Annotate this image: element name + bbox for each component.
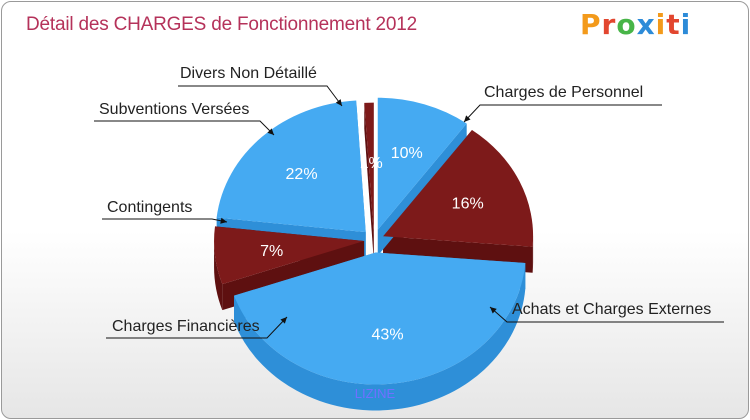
category-label: Contingents <box>107 199 192 216</box>
logo-letter: P <box>580 8 602 41</box>
leader-arrow <box>464 115 471 122</box>
percent-label: 1% <box>360 155 383 172</box>
logo-letter: r <box>601 8 617 41</box>
leader-line <box>102 218 228 223</box>
slice-cut-face <box>364 102 374 261</box>
leader-line <box>463 104 662 123</box>
category-label: Charges Financières <box>112 318 260 335</box>
percent-label: 16% <box>452 195 484 212</box>
leader-arrow <box>280 317 287 324</box>
slice-achats-et-charges-externes <box>234 252 526 385</box>
slice-charges-financi-res <box>214 226 365 285</box>
leader-arrow <box>220 217 227 224</box>
leader-arrow <box>490 307 497 314</box>
slice-side <box>214 240 223 311</box>
leader-arrow <box>335 99 342 106</box>
slice-contingents <box>216 100 366 233</box>
chart-title: Détail des CHARGES de Fonctionnement 201… <box>26 14 418 35</box>
slice-divers-non-d-taill- <box>377 97 467 230</box>
logo-letter: o <box>616 8 637 41</box>
leader-line <box>94 120 275 136</box>
logo-letter: x <box>636 8 656 41</box>
slice-charges-de-personnel <box>383 129 534 247</box>
percent-label: 7% <box>260 243 283 260</box>
leader-line <box>106 316 288 339</box>
logo-letter: t <box>666 8 681 41</box>
percent-label: 10% <box>391 145 423 162</box>
category-label: Subventions Versées <box>99 101 249 118</box>
commune-name: LIZINE <box>354 386 396 401</box>
logo-letter: i <box>680 8 692 41</box>
proxiti-logo: Proxiti <box>580 8 691 41</box>
category-label: Achats et Charges Externes <box>512 301 711 318</box>
category-label: Charges de Personnel <box>484 84 643 101</box>
slice-subventions-vers-es <box>364 102 374 235</box>
slice-side <box>234 262 526 411</box>
percent-label: 22% <box>286 166 318 183</box>
logo-letter: i <box>655 8 667 41</box>
percent-label: 43% <box>372 327 404 344</box>
pie-tops <box>214 97 534 385</box>
leader-line <box>178 85 343 107</box>
leader-line <box>489 306 724 323</box>
leader-arrow <box>267 128 274 135</box>
category-label: Divers Non Détaillé <box>180 65 317 82</box>
